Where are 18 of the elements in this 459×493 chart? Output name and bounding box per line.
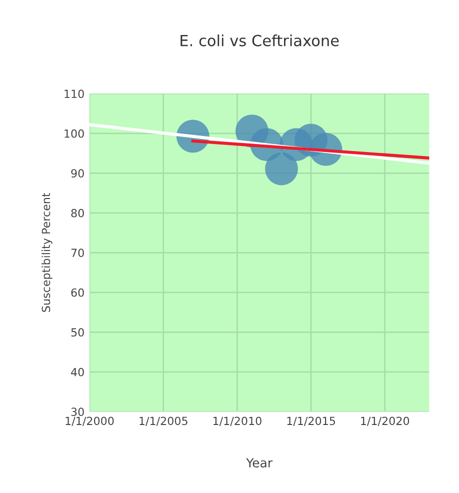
y-tick-label: 100 [64, 129, 84, 138]
y-tick-label: 110 [64, 90, 84, 98]
y-tick-label: 80 [71, 208, 84, 218]
point [265, 152, 298, 186]
chart-title: E. coli vs Ceftriaxone [180, 34, 339, 46]
x-tick-label: 1/1/2000 [66, 416, 114, 426]
y-tick-label: 40 [71, 368, 84, 376]
y-tick-label: 30 [71, 408, 84, 416]
x-tick-label: 1/1/2010 [213, 416, 262, 426]
y-tick-label: 90 [71, 169, 84, 178]
x-tick-label: 1/1/2005 [140, 416, 188, 426]
x-axis-title: Year [246, 458, 273, 468]
y-tick-label: 60 [71, 288, 84, 297]
y-axis-title: Susceptibility Percent [42, 192, 52, 312]
y-tick-label: 70 [71, 248, 84, 258]
x-tick-label: 1/1/2020 [361, 416, 410, 426]
y-tick-label: 50 [71, 328, 84, 337]
x-tick-label: 1/1/2015 [287, 416, 336, 426]
